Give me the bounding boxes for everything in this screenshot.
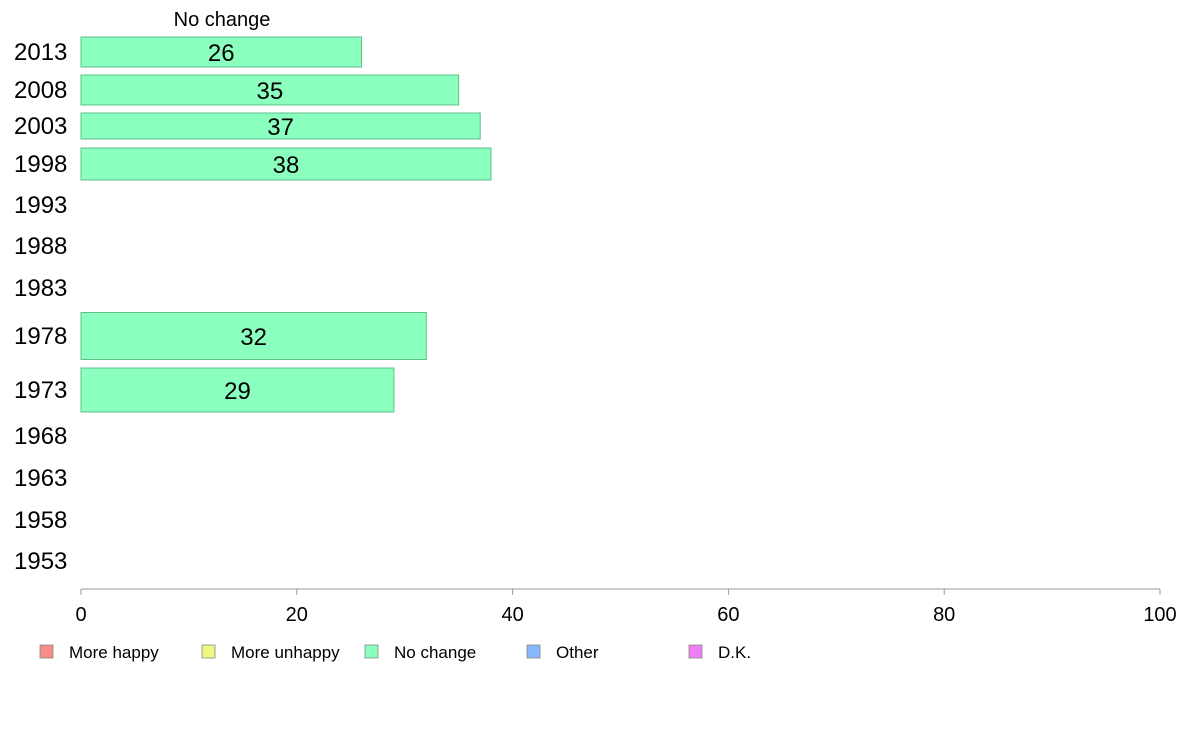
legend-swatch: [39, 644, 54, 659]
y-tick-label: 1983: [14, 275, 67, 302]
bar-2003: [80, 112, 481, 140]
y-tick-label: 1958: [14, 507, 67, 534]
legend-label: More happy: [69, 643, 159, 662]
legend-label: More unhappy: [231, 643, 340, 662]
y-tick-label: 2013: [14, 39, 67, 66]
bar-1973: [80, 367, 395, 413]
legend-swatch: [364, 644, 379, 659]
legend: More happy More unhappy No change Other D.K.: [39, 643, 751, 662]
bar-2013: [80, 36, 363, 68]
y-tick-label: 1988: [14, 233, 67, 260]
bar-value-label: 37: [267, 114, 294, 141]
bar-value-label: 32: [240, 324, 267, 351]
bar-1978: [80, 312, 427, 360]
y-tick-label: 1973: [14, 377, 67, 404]
legend-label: No change: [394, 643, 476, 662]
bars-group: 26 35 37 38 32 29: [80, 36, 492, 413]
x-tick-label: 20: [286, 604, 308, 626]
y-tick-label: 1968: [14, 423, 67, 450]
bar-value-label: 35: [256, 78, 283, 105]
x-tick-label: 40: [501, 604, 523, 626]
y-tick-label: 1953: [14, 548, 67, 575]
bar-2008: [80, 74, 460, 106]
x-axis: 0 20 40 60 80 100: [75, 588, 1177, 626]
legend-label: Other: [556, 643, 599, 662]
y-tick-label: 2003: [14, 113, 67, 140]
y-tick-label: 2008: [14, 77, 67, 104]
bar-1998: [80, 147, 492, 181]
x-tick-label: 100: [1143, 604, 1176, 626]
x-tick-label: 80: [933, 604, 955, 626]
chart-title: No change: [174, 9, 271, 31]
legend-swatch: [526, 644, 541, 659]
y-tick-label: 1978: [14, 323, 67, 350]
y-axis-labels: 2013 2008 2003 1998 1993 1988 1983 1978 1973 1968…: [14, 39, 67, 575]
bar-value-label: 26: [208, 40, 235, 67]
y-tick-label: 1963: [14, 465, 67, 492]
legend-swatch: [688, 644, 703, 659]
bar-value-label: 38: [273, 152, 300, 179]
legend-swatch: [201, 644, 216, 659]
y-tick-label: 1993: [14, 192, 67, 219]
legend-label: D.K.: [718, 643, 751, 662]
x-tick-label: 60: [717, 604, 739, 626]
x-tick-label: 0: [75, 604, 86, 626]
y-tick-label: 1998: [14, 151, 67, 178]
bar-value-label: 29: [224, 378, 251, 405]
